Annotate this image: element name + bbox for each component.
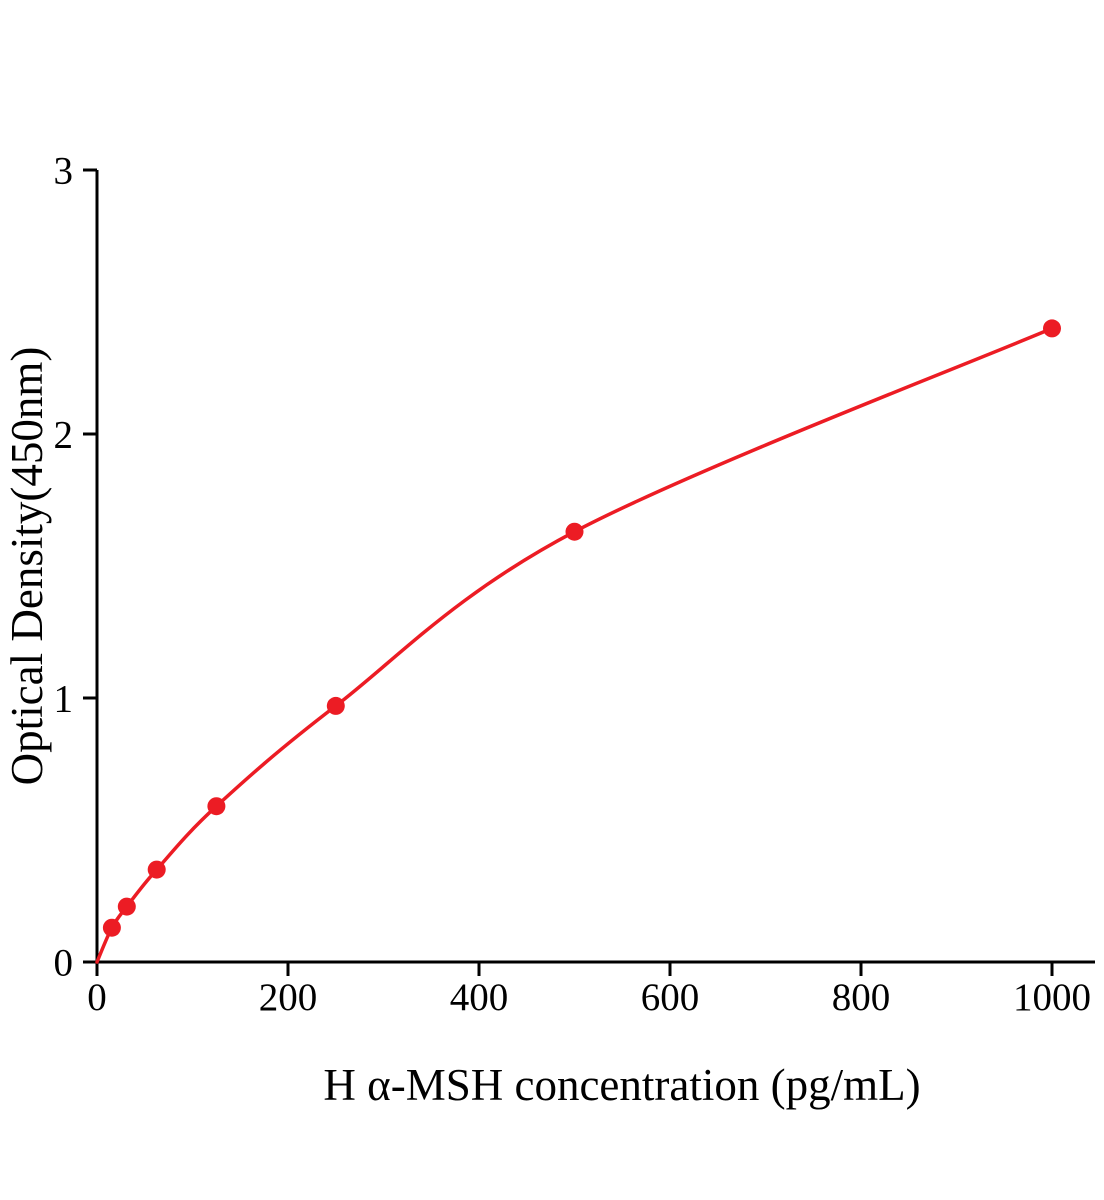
data-point <box>147 860 166 879</box>
x-tick-label: 200 <box>259 976 318 1019</box>
x-tick-label: 600 <box>641 976 700 1019</box>
data-point <box>117 897 136 916</box>
data-point <box>565 522 584 541</box>
x-tick-label: 800 <box>832 976 891 1019</box>
x-tick-label: 400 <box>450 976 509 1019</box>
x-tick-label: 0 <box>87 976 107 1019</box>
y-tick-label: 2 <box>54 413 74 456</box>
data-point <box>102 918 121 937</box>
series-alpha-msh <box>95 319 1061 964</box>
data-point <box>326 696 345 715</box>
axes: 0 1 2 3 0 200 400 600 800 1000 <box>54 149 1095 1019</box>
standard-curve-line <box>95 326 1054 964</box>
data-point <box>207 797 226 816</box>
x-tick-label: 1000 <box>1013 976 1091 1019</box>
y-tick-label: 1 <box>54 677 74 720</box>
y-tick-label: 3 <box>54 149 74 192</box>
x-axis-title: H α-MSH concentration (pg/mL) <box>323 1060 920 1110</box>
y-axis-title: Optical Density(450nm) <box>2 347 52 786</box>
y-tick-label: 0 <box>54 941 74 984</box>
data-point <box>1043 319 1061 338</box>
